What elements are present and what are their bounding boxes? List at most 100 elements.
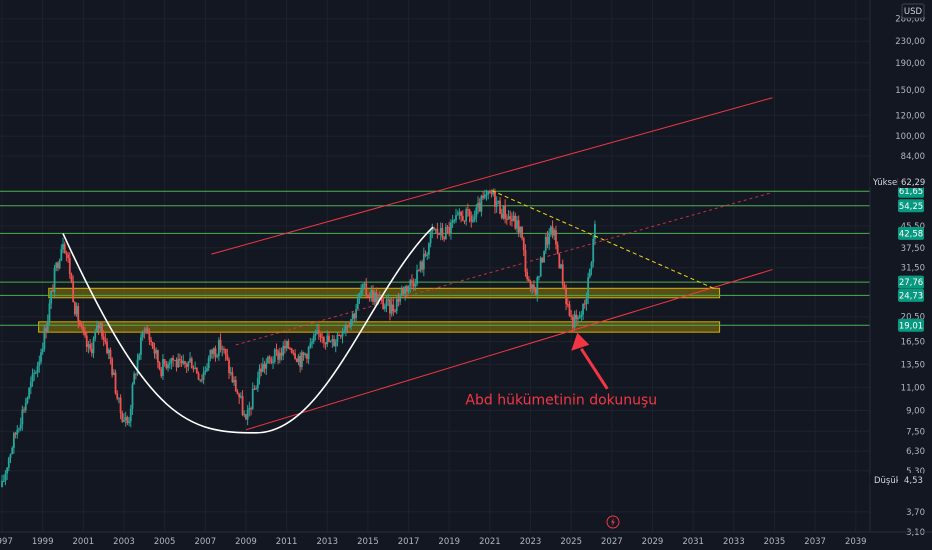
candle-body — [239, 396, 242, 398]
candle-body — [258, 368, 261, 379]
candle-body — [319, 333, 322, 338]
candle-body — [317, 330, 320, 334]
candle-body — [231, 372, 234, 383]
candle-body — [126, 417, 129, 424]
candle-body — [480, 195, 483, 212]
price-badges: 61,65 54,25 42,58 27,76 24,73 19,01 — [898, 184, 924, 332]
x-tick-label: 2007 — [194, 537, 216, 547]
candle-body — [504, 205, 507, 219]
x-tick-label: 2009 — [235, 537, 257, 547]
candle-body — [519, 226, 522, 233]
candle-body — [65, 253, 68, 255]
x-tick-label: 2021 — [479, 537, 501, 547]
candle-body — [63, 244, 66, 254]
candle-body — [212, 348, 215, 354]
candle-body — [177, 358, 180, 368]
candle-body — [402, 288, 405, 294]
candle-body — [158, 362, 161, 369]
candle-body — [450, 222, 452, 234]
x-tick-label: 2001 — [73, 537, 95, 547]
candle-body — [350, 319, 352, 327]
candle-body — [175, 360, 178, 368]
candle-body — [409, 280, 412, 287]
candle-body — [577, 317, 579, 320]
candle-body — [70, 274, 73, 282]
candle-body — [185, 364, 188, 367]
candle-body — [250, 408, 252, 410]
candle-body — [38, 361, 41, 366]
candle-body — [217, 339, 220, 357]
candle-body — [316, 330, 319, 335]
candle-body — [167, 364, 169, 369]
candle-body — [260, 368, 263, 372]
candle-body — [331, 339, 334, 342]
candle-body — [302, 352, 305, 355]
candle-body — [207, 358, 210, 369]
candle-body — [265, 363, 268, 369]
candle-body — [578, 317, 581, 319]
candle-body — [189, 358, 191, 362]
y-tick-label: 3,10 — [906, 528, 925, 538]
candle-body — [451, 220, 454, 223]
drawings — [62, 97, 773, 434]
candle-body — [270, 358, 273, 363]
price-axis[interactable] — [870, 0, 932, 532]
candle-body — [228, 359, 230, 374]
candle-body — [141, 331, 144, 338]
candle-body — [58, 260, 61, 269]
candle-body — [470, 216, 473, 222]
candle-body — [433, 227, 435, 230]
y-tick-label: 5,30 — [906, 467, 925, 477]
y-tick-label: 16,50 — [901, 337, 925, 347]
candle-body — [465, 209, 468, 221]
candle-body — [521, 226, 523, 239]
candle-body — [505, 218, 508, 220]
candle-body — [51, 290, 54, 292]
candle-body — [119, 397, 122, 414]
candle-body — [341, 331, 344, 337]
candle-body — [202, 372, 205, 380]
candle-body — [138, 354, 141, 360]
y-tick-label: 20,50 — [901, 313, 925, 323]
candle-body — [12, 433, 15, 448]
candle-body — [173, 360, 176, 362]
candle-body — [106, 342, 108, 354]
candle-body — [80, 326, 83, 328]
candle-body — [439, 227, 442, 235]
currency-label: USD — [904, 7, 923, 17]
candle-body — [373, 292, 376, 302]
candle-body — [68, 257, 71, 275]
x-tick-label: 2013 — [316, 537, 338, 547]
candle-body — [304, 353, 307, 355]
candle-body — [163, 359, 166, 364]
candle-body — [248, 408, 251, 410]
candle-body — [124, 417, 127, 420]
candle-body — [168, 362, 171, 365]
y-tick-label: 120,00 — [895, 111, 925, 121]
currency-badge[interactable] — [901, 3, 925, 19]
candle-body — [278, 352, 281, 360]
candle-body — [41, 348, 44, 353]
candle-body — [483, 194, 486, 198]
candle-body — [195, 367, 198, 374]
x-ticks[interactable]: 1997 1999 2001 2003 2005 2007 2009 2011 2013 2015… — [0, 537, 867, 547]
candle-body — [326, 335, 329, 345]
high-label-value: 62,29 — [901, 178, 925, 188]
candle-body — [229, 372, 232, 374]
candle-body — [312, 335, 315, 342]
x-tick-label: 1997 — [0, 537, 13, 547]
candle-body — [84, 332, 86, 336]
candle-body — [143, 331, 146, 333]
lightning-icon[interactable] — [606, 515, 620, 529]
candle-body — [448, 227, 451, 234]
candle-body — [400, 288, 403, 295]
candle-body — [255, 388, 258, 390]
downtrend-line — [491, 190, 714, 289]
candle-body — [111, 359, 114, 375]
candle-body — [180, 360, 183, 364]
low-label-text: Düşük — [874, 476, 901, 486]
y-tick-label: 7,50 — [906, 427, 925, 437]
candle-body — [187, 361, 190, 367]
candle-body — [511, 218, 513, 221]
